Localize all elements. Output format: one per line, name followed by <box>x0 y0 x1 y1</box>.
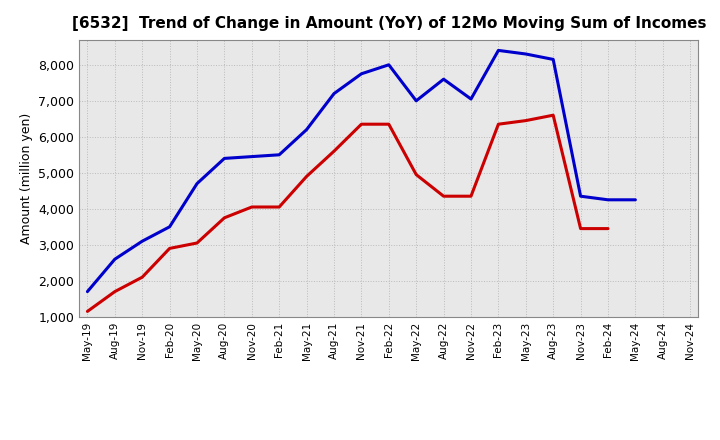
Net Income <box>412 172 420 177</box>
Ordinary Income <box>521 51 530 57</box>
Y-axis label: Amount (million yen): Amount (million yen) <box>19 113 33 244</box>
Ordinary Income <box>494 48 503 53</box>
Net Income <box>603 226 612 231</box>
Ordinary Income <box>166 224 174 229</box>
Net Income <box>521 118 530 123</box>
Net Income <box>275 204 284 209</box>
Ordinary Income <box>110 257 119 262</box>
Net Income <box>138 275 147 280</box>
Net Income <box>549 113 557 118</box>
Line: Ordinary Income: Ordinary Income <box>87 51 635 292</box>
Net Income <box>494 121 503 127</box>
Net Income <box>110 289 119 294</box>
Title: [6532]  Trend of Change in Amount (YoY) of 12Mo Moving Sum of Incomes: [6532] Trend of Change in Amount (YoY) o… <box>71 16 706 32</box>
Net Income <box>330 149 338 154</box>
Net Income <box>302 174 311 179</box>
Net Income <box>384 121 393 127</box>
Ordinary Income <box>603 197 612 202</box>
Line: Net Income: Net Income <box>87 115 608 312</box>
Ordinary Income <box>357 71 366 77</box>
Ordinary Income <box>576 194 585 199</box>
Ordinary Income <box>412 98 420 103</box>
Net Income <box>357 121 366 127</box>
Ordinary Income <box>631 197 639 202</box>
Net Income <box>220 215 229 220</box>
Net Income <box>576 226 585 231</box>
Net Income <box>439 194 448 199</box>
Ordinary Income <box>330 91 338 96</box>
Ordinary Income <box>138 238 147 244</box>
Ordinary Income <box>467 96 475 102</box>
Net Income <box>467 194 475 199</box>
Net Income <box>83 309 91 314</box>
Ordinary Income <box>384 62 393 67</box>
Ordinary Income <box>193 181 202 186</box>
Ordinary Income <box>302 127 311 132</box>
Net Income <box>193 240 202 246</box>
Ordinary Income <box>220 156 229 161</box>
Ordinary Income <box>439 77 448 82</box>
Net Income <box>248 204 256 209</box>
Ordinary Income <box>83 289 91 294</box>
Net Income <box>166 246 174 251</box>
Ordinary Income <box>248 154 256 159</box>
Ordinary Income <box>549 57 557 62</box>
Ordinary Income <box>275 152 284 158</box>
